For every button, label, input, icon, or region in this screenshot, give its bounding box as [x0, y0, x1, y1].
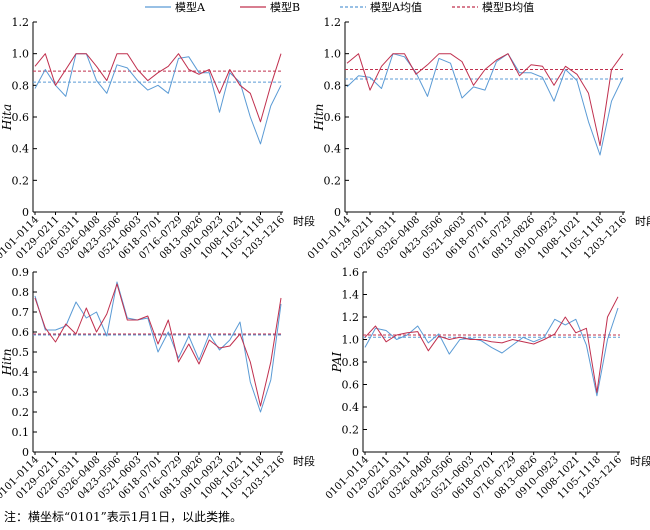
- y-tick-label: 0.2: [12, 406, 30, 419]
- x-axis-label: 时段: [293, 214, 315, 228]
- y-tick-label: 0.8: [324, 79, 342, 92]
- y-tick-label: 1.6: [342, 266, 360, 279]
- y-tick-label: 1.2: [342, 311, 360, 324]
- y-axis-label: Hitn: [0, 349, 14, 377]
- series-line-model-b: [34, 283, 282, 407]
- legend-label-1: 模型A: [175, 0, 206, 14]
- y-tick-label: 0.3: [12, 386, 30, 399]
- y-tick-label: 0.4: [12, 143, 30, 156]
- y-tick-label: 0.8: [12, 79, 30, 92]
- y-tick-label: 0.6: [324, 111, 342, 124]
- chart-panel-2: 00.20.40.60.81.01.2Hitn0101–01140129–021…: [306, 16, 650, 262]
- x-axis-label: 时段: [635, 214, 650, 228]
- y-tick-label: 1.0: [342, 334, 360, 347]
- chart-panel-4: 00.20.40.60.81.01.21.41.6PAI0101–0114012…: [324, 266, 650, 502]
- series-line-model-a: [34, 53, 282, 145]
- chart-panel-1: 00.20.40.60.81.01.2Hita0101–01140129–021…: [0, 16, 315, 262]
- legend-label-2: 模型B: [270, 0, 300, 14]
- series-line-model-a: [364, 307, 619, 397]
- series-line-model-b: [364, 296, 619, 393]
- y-axis-label: Hita: [0, 104, 14, 131]
- y-tick-label: 1.4: [342, 289, 360, 302]
- y-tick-label: 0.4: [12, 366, 30, 379]
- y-tick-label: 0.4: [324, 143, 342, 156]
- y-tick-label: 0.2: [342, 424, 360, 437]
- y-tick-label: 0.8: [342, 356, 360, 369]
- y-tick-label: 0.1: [12, 426, 30, 439]
- legend-label-3: 模型A均值: [370, 0, 422, 14]
- y-tick-label: 0.4: [342, 401, 360, 414]
- y-tick-label: 0: [334, 206, 341, 219]
- y-tick-label: 1.2: [12, 16, 30, 29]
- chart-legend: 模型A 模型B 模型A均值 模型B均值: [145, 0, 534, 14]
- y-tick-label: 0.9: [12, 266, 30, 279]
- chart-panels: 00.20.40.60.81.01.2Hita0101–01140129–021…: [0, 16, 650, 502]
- y-tick-label: 0.6: [342, 379, 360, 392]
- y-tick-label: 0.7: [12, 306, 30, 319]
- series-line-model-b: [346, 53, 624, 146]
- y-tick-label: 0.2: [324, 174, 342, 187]
- y-axis-label: Hitn: [312, 104, 326, 132]
- x-axis-label: 时段: [293, 454, 315, 468]
- y-tick-label: 0.8: [12, 286, 30, 299]
- y-axis-label: PAI: [330, 352, 344, 374]
- y-tick-label: 1.2: [324, 16, 342, 29]
- y-tick-label: 0.2: [12, 174, 30, 187]
- series-line-model-a: [34, 281, 282, 413]
- y-tick-label: 0: [22, 206, 29, 219]
- legend-label-4: 模型B均值: [482, 0, 534, 14]
- footnote: 注：横坐标“0101”表示1月1日，以此类推。: [4, 510, 243, 524]
- series-line-model-b: [34, 53, 282, 123]
- chart-panel-3: 00.10.20.30.40.50.60.70.80.9Hitn0101–011…: [0, 266, 315, 502]
- y-tick-label: 1.0: [12, 48, 30, 61]
- x-axis-label: 时段: [630, 454, 650, 468]
- y-tick-label: 0: [352, 446, 359, 459]
- y-tick-label: 0.6: [12, 111, 30, 124]
- y-tick-label: 1.0: [324, 48, 342, 61]
- y-tick-label: 0: [22, 446, 29, 459]
- y-tick-label: 0.6: [12, 326, 30, 339]
- y-tick-label: 0.5: [12, 346, 30, 359]
